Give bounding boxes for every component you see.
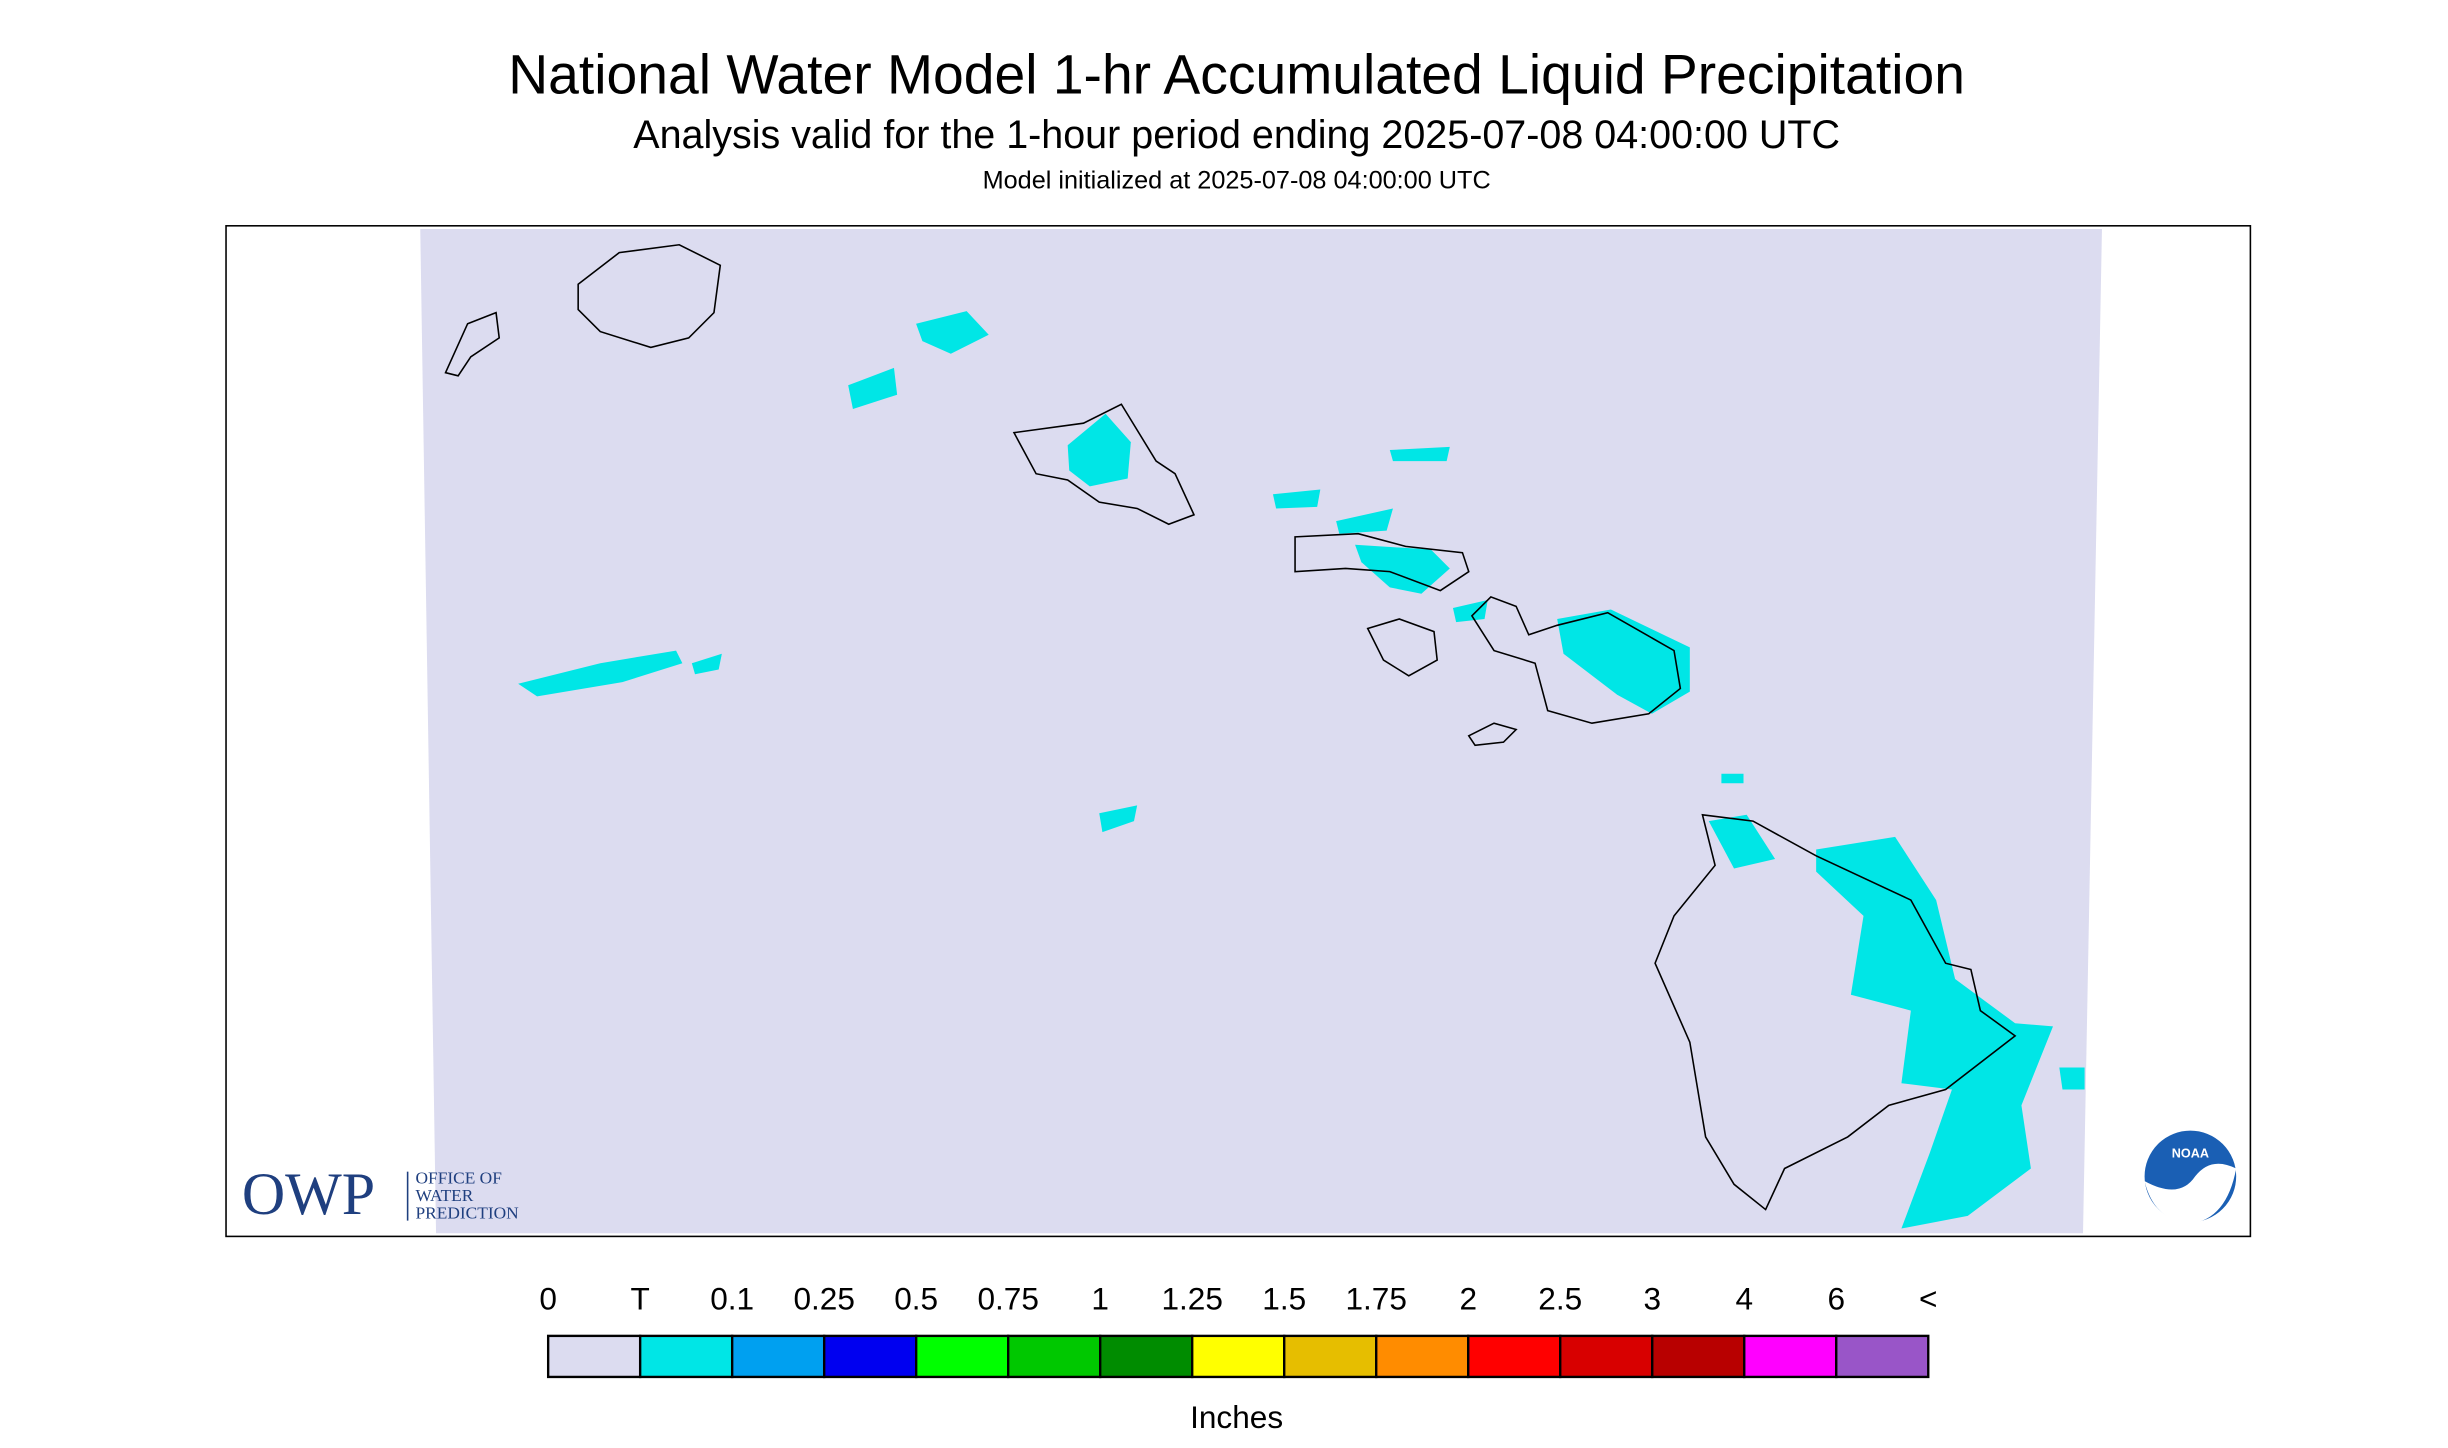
legend-label: 4 (1735, 1280, 1753, 1316)
legend-label: 2 (1459, 1280, 1477, 1316)
legend-swatch (1559, 1334, 1654, 1379)
model-domain (420, 228, 2102, 1234)
owp-line: WATER (416, 1186, 474, 1205)
legend-units: Inches (1190, 1399, 1283, 1435)
owp-line: OFFICE OF (416, 1169, 503, 1188)
legend-swatch (1099, 1334, 1194, 1379)
noaa-logo-text: NOAA (2172, 1147, 2209, 1161)
legend-label: 1.25 (1161, 1280, 1222, 1316)
legend-label: 0.5 (894, 1280, 938, 1316)
legend-swatch (1835, 1334, 1930, 1379)
noaa-logo: NOAA (2141, 1127, 2240, 1226)
legend-label: < (1919, 1280, 1937, 1316)
init-time: Model initialized at 2025-07-08 04:00:00… (983, 166, 1491, 194)
legend: 0 T 0.1 0.25 0.5 0.75 1 1.25 1.5 1.75 2 2.5 3 4 6 < (539, 1280, 1937, 1379)
owp-logo: OWP OFFICE OF WATER PREDICTION (242, 1161, 519, 1227)
legend-swatch (730, 1334, 826, 1379)
legend-swatch (546, 1334, 642, 1379)
legend-label: 0.1 (710, 1280, 754, 1316)
legend-label: 1.5 (1262, 1280, 1306, 1316)
legend-swatch (1651, 1334, 1746, 1379)
subtitle: Analysis valid for the 1-hour period end… (633, 113, 1840, 157)
title: National Water Model 1-hr Accumulated Li… (508, 44, 1965, 106)
legend-swatch (1191, 1334, 1286, 1379)
legend-label: 0.25 (793, 1280, 854, 1316)
legend-swatch (915, 1334, 1010, 1379)
owp-logo-text: OWP (242, 1161, 375, 1227)
map: OWP OFFICE OF WATER PREDICTION NOAA (225, 225, 2252, 1238)
legend-label: T (631, 1280, 650, 1316)
legend-label: 3 (1643, 1280, 1661, 1316)
legend-label: 0 (539, 1280, 557, 1316)
legend-swatch (1007, 1334, 1102, 1379)
legend-swatch (1283, 1334, 1378, 1379)
coastlines (444, 243, 2017, 1211)
legend-swatch (1743, 1334, 1838, 1379)
legend-label: 1 (1091, 1280, 1109, 1316)
legend-swatch (1375, 1334, 1470, 1379)
legend-swatch (1467, 1334, 1562, 1379)
legend-label: 1.75 (1345, 1280, 1406, 1316)
owp-line: PREDICTION (416, 1203, 520, 1222)
legend-swatch (822, 1334, 918, 1379)
legend-swatch (638, 1334, 734, 1379)
legend-label: 2.5 (1538, 1280, 1582, 1316)
precip-areas (518, 311, 2085, 1229)
legend-label: 0.75 (977, 1280, 1038, 1316)
legend-label: 6 (1827, 1280, 1845, 1316)
